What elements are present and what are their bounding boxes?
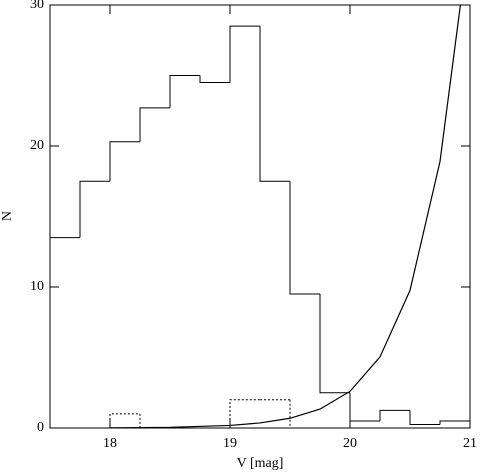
histogram-step <box>169 75 200 108</box>
histogram-step <box>379 409 410 421</box>
histogram-step <box>109 413 140 428</box>
y-tick-label: 0 <box>37 420 44 435</box>
x-tick-label: 19 <box>223 436 237 451</box>
histogram-step <box>199 75 230 84</box>
histogram-step <box>139 413 170 429</box>
histogram-step <box>439 420 471 428</box>
histogram-step <box>229 25 260 83</box>
histogram-step <box>289 181 320 295</box>
y-tick-label: 30 <box>30 0 44 12</box>
plot-frame <box>49 4 471 429</box>
histogram-step <box>259 26 290 182</box>
histogram-step <box>409 410 440 425</box>
histogram-step <box>139 107 170 142</box>
histogram-step <box>319 294 350 394</box>
histogram-step <box>349 392 380 422</box>
y-tick-label: 20 <box>30 138 44 153</box>
y-tick-label: 10 <box>30 279 44 294</box>
model-curve <box>109 4 461 429</box>
x-axis-label: V [mag] <box>237 456 284 471</box>
x-tick-label: 20 <box>343 436 357 451</box>
histogram-step <box>229 399 260 428</box>
histogram-step <box>79 180 110 238</box>
x-tick-label: 18 <box>103 436 117 451</box>
histogram-step <box>289 399 320 429</box>
histogram-step <box>109 141 140 182</box>
x-tick-label: 21 <box>463 436 477 451</box>
histogram-step <box>49 237 80 428</box>
y-axis-label: N <box>0 211 15 221</box>
